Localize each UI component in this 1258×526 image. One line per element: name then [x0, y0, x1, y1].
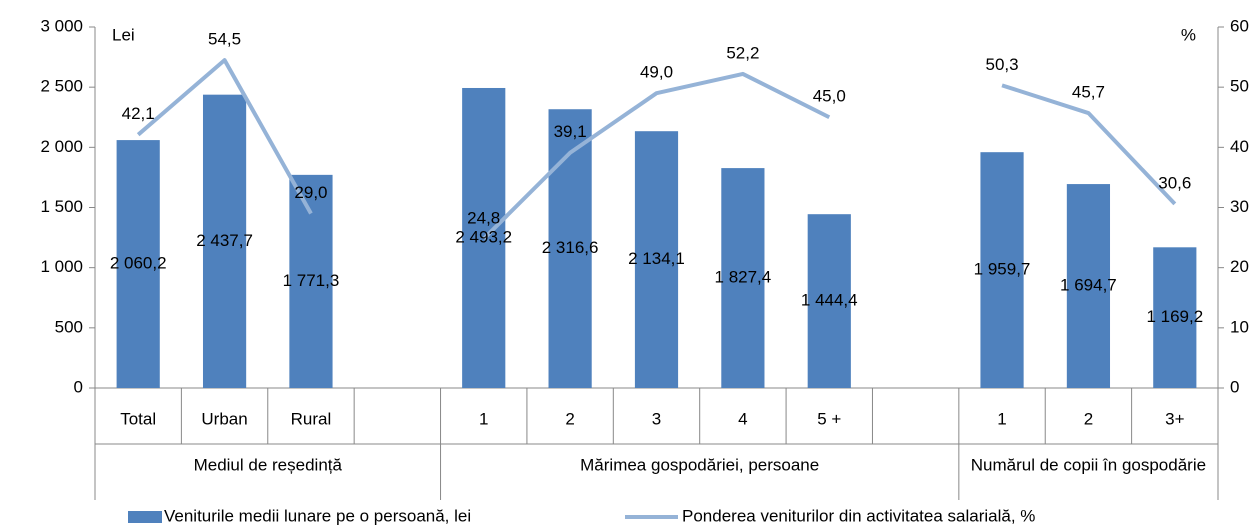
x-tick-label: 3+: [1165, 409, 1184, 428]
data-label: 1 169,2: [1146, 307, 1203, 326]
data-label: 24,8: [467, 208, 500, 227]
bar: [1153, 247, 1197, 388]
y2-tick-label: 60: [1230, 16, 1249, 35]
group-label: Mediul de reședință: [194, 455, 343, 474]
y-tick-label: 1 000: [40, 257, 83, 276]
data-label: 1 444,4: [801, 291, 858, 310]
data-label: 2 493,2: [455, 227, 512, 246]
data-label: 42,1: [122, 104, 155, 123]
bar: [721, 168, 765, 388]
data-label: 45,7: [1072, 83, 1105, 102]
data-label: 49,0: [640, 63, 673, 82]
data-label: 54,5: [208, 30, 241, 49]
x-tick-label: 2: [565, 409, 574, 428]
data-label: 39,1: [554, 122, 587, 141]
bar: [1066, 184, 1111, 388]
x-tick-label: 1: [479, 409, 488, 428]
bar: [807, 214, 851, 388]
x-tick-label: Rural: [291, 409, 332, 428]
y-tick-label: 2 000: [40, 137, 83, 156]
y2-tick-label: 40: [1230, 137, 1249, 156]
bar: [202, 94, 247, 388]
y2-tick-label: 0: [1230, 377, 1239, 396]
y-tick-label: 3 000: [40, 16, 83, 35]
data-label: 30,6: [1158, 173, 1191, 192]
y2-tick-label: 10: [1230, 317, 1249, 336]
y-axis-label: Lei: [112, 25, 135, 44]
data-label: 50,3: [985, 55, 1018, 74]
y2-tick-label: 20: [1230, 257, 1249, 276]
bar: [116, 140, 160, 388]
x-tick-label: 5 +: [817, 409, 841, 428]
data-label: 2 134,1: [628, 249, 685, 268]
y-tick-label: 500: [55, 317, 83, 336]
data-label: 1 771,3: [283, 271, 340, 290]
line: [136, 58, 1177, 241]
data-label: 2 437,7: [196, 231, 253, 250]
y-tick-label: 2 500: [40, 77, 83, 96]
bar: [548, 109, 592, 388]
group-label: Mărimea gospodăriei, persoane: [580, 455, 819, 474]
data-label: 29,0: [294, 183, 327, 202]
data-label: 2 060,2: [110, 254, 167, 273]
x-tick-label: 4: [738, 409, 747, 428]
y2-axis-label: %: [1181, 25, 1196, 44]
y-tick-label: 0: [74, 377, 83, 396]
data-label: 1 694,7: [1060, 276, 1117, 295]
y-tick-label: 1 500: [40, 197, 83, 216]
x-tick-label: 2: [1084, 409, 1093, 428]
legend-label: Veniturile medii lunare pe o persoană, l…: [164, 506, 471, 525]
x-tick-label: 3: [652, 409, 661, 428]
data-label: 1 827,4: [715, 268, 772, 287]
y2-tick-label: 50: [1230, 77, 1249, 96]
bar: [634, 131, 679, 388]
legend-label: Ponderea veniturilor din activitatea sal…: [682, 506, 1035, 525]
x-tick-label: 1: [997, 409, 1006, 428]
group-label: Numărul de copii în gospodărie: [971, 455, 1206, 474]
legend-swatch: [128, 511, 162, 523]
x-tick-label: Total: [120, 409, 156, 428]
data-label: 2 316,6: [542, 238, 599, 257]
data-label: 1 959,7: [974, 260, 1031, 279]
y2-tick-label: 30: [1230, 197, 1249, 216]
data-label: 52,2: [726, 43, 759, 62]
bar: [980, 152, 1024, 388]
x-tick-label: Urban: [201, 409, 247, 428]
data-label: 45,0: [813, 87, 846, 106]
